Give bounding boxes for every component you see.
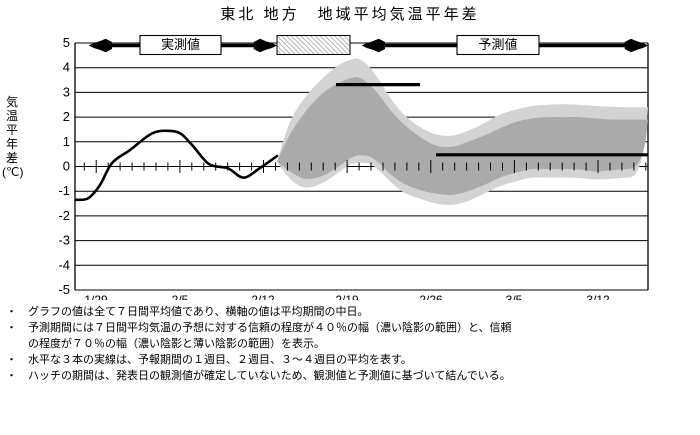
svg-text:2: 2 (63, 109, 70, 124)
svg-text:4: 4 (63, 60, 70, 75)
svg-text:予測値: 予測値 (478, 37, 517, 52)
svg-text:実測値: 実測値 (161, 37, 200, 52)
svg-text:-3: -3 (58, 233, 70, 248)
svg-text:-5: -5 (58, 282, 70, 297)
svg-text:3/12: 3/12 (586, 293, 610, 300)
svg-text:-2: -2 (58, 208, 70, 223)
svg-text:5: 5 (63, 35, 70, 50)
svg-text:2/12: 2/12 (251, 293, 275, 300)
svg-text:-4: -4 (58, 257, 70, 272)
svg-text:3: 3 (63, 84, 70, 99)
svg-text:2/5: 2/5 (172, 293, 189, 300)
svg-text:2/26: 2/26 (419, 293, 443, 300)
svg-text:0: 0 (63, 159, 70, 174)
svg-text:3/5: 3/5 (506, 293, 523, 300)
svg-text:2/19: 2/19 (335, 293, 359, 300)
svg-text:-1: -1 (58, 183, 70, 198)
svg-text:1/29: 1/29 (84, 293, 108, 300)
svg-text:1: 1 (63, 134, 70, 149)
